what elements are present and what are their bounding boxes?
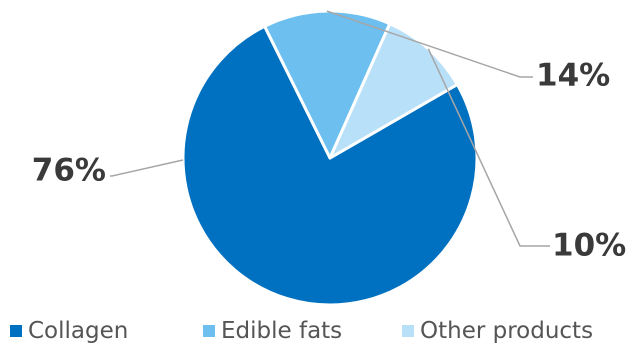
- legend-item-other-products: Other products: [402, 318, 593, 344]
- data-label-collagen: 76%: [32, 153, 106, 189]
- pie-slice-other-products: [328, 22, 459, 160]
- legend-item-collagen: Collagen: [10, 318, 128, 344]
- legend-label-edible-fats: Edible fats: [221, 318, 343, 344]
- legend-label-other-products: Other products: [420, 318, 594, 344]
- pie-slices: [181, 9, 479, 307]
- data-label-edible-fats: 14%: [536, 58, 610, 94]
- data-labels: 76% 14% 10%: [32, 58, 626, 264]
- leader-line-collagen: [110, 159, 184, 177]
- data-label-other-products: 10%: [552, 228, 626, 264]
- leader-lines: [110, 10, 550, 247]
- leader-line-other-products: [427, 48, 550, 247]
- pie-slice-collagen: [181, 24, 479, 307]
- leader-line-edible-fats: [326, 10, 533, 78]
- legend-item-edible-fats: Edible fats: [203, 318, 342, 344]
- legend-label-collagen: Collagen: [28, 318, 129, 344]
- legend-swatch-other-products: [402, 325, 414, 337]
- legend: Collagen Edible fats Other products: [0, 318, 641, 348]
- legend-swatch-edible-fats: [203, 325, 215, 337]
- legend-swatch-collagen: [10, 325, 22, 337]
